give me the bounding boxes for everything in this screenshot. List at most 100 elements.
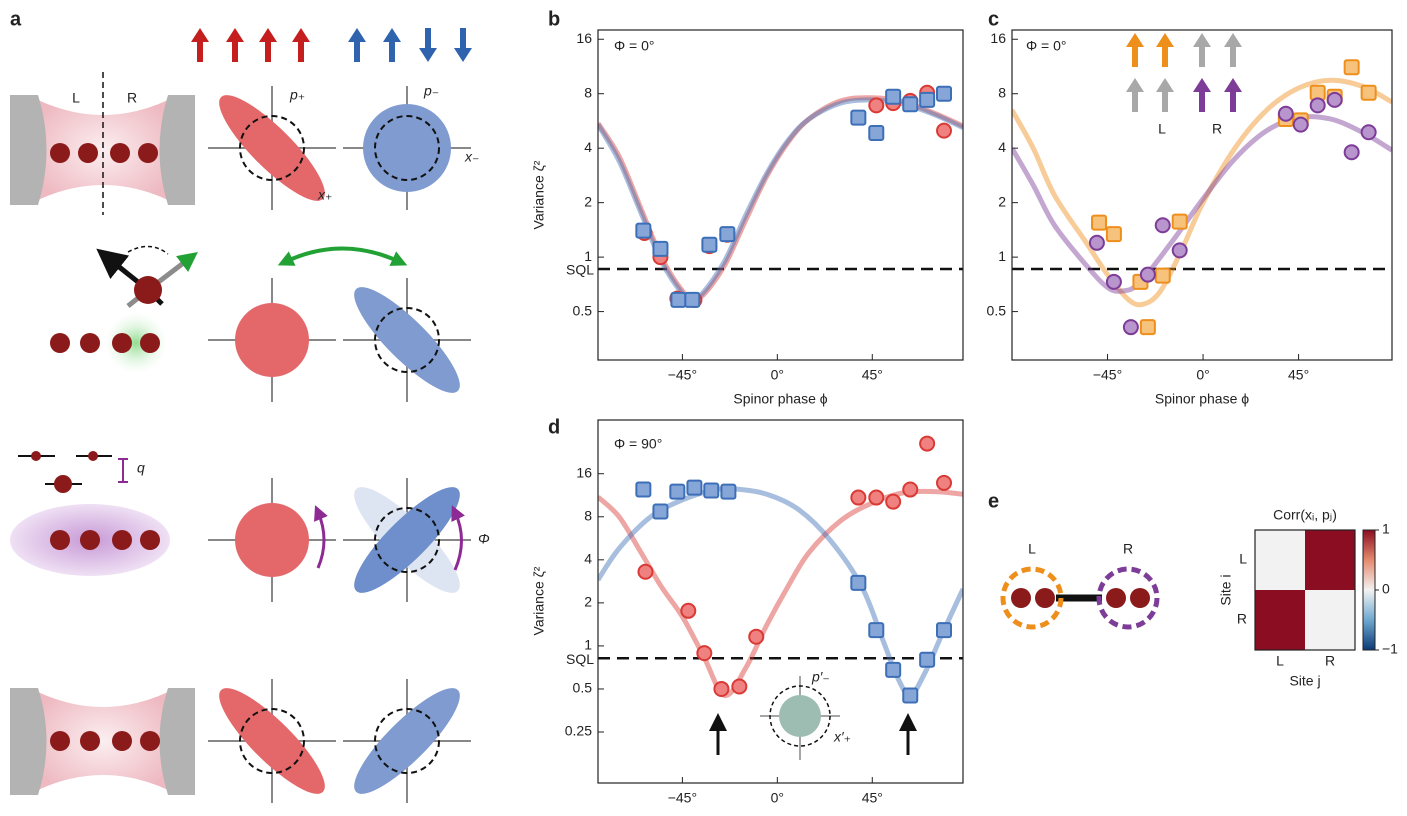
arrow-up xyxy=(292,28,310,62)
y-tick-label: 2 xyxy=(584,594,592,610)
axis-label: p₋ xyxy=(423,83,439,99)
y-axis-label: Site i xyxy=(1218,574,1234,605)
point xyxy=(1156,269,1170,283)
atom xyxy=(78,143,98,163)
arrow-up xyxy=(383,28,401,62)
arrow-up xyxy=(1156,33,1174,67)
legend-label: R xyxy=(1212,121,1222,137)
point xyxy=(1173,215,1187,229)
state xyxy=(235,503,309,577)
point xyxy=(714,682,728,696)
state xyxy=(779,695,821,737)
panel-e-diagram: L R xyxy=(1003,541,1157,627)
chart-title: Corr(xᵢ, pⱼ) xyxy=(1273,507,1337,523)
axis-label: x₊ xyxy=(317,187,332,203)
point xyxy=(851,576,865,590)
arrow-down xyxy=(419,28,437,62)
point xyxy=(685,293,699,307)
point xyxy=(1141,268,1155,282)
fit-curve xyxy=(598,489,963,696)
axis-label: p′₋ xyxy=(811,669,830,685)
point xyxy=(937,476,951,490)
point xyxy=(903,97,917,111)
point xyxy=(636,483,650,497)
y-tick-label: 8 xyxy=(998,84,1006,100)
panel-label: a xyxy=(10,8,22,30)
point xyxy=(1156,218,1170,232)
reference-label: SQL xyxy=(566,262,594,278)
arrow-up xyxy=(226,28,244,62)
colorbar-tick-label: −1 xyxy=(1382,641,1398,657)
y-tick-label: 0.5 xyxy=(573,302,593,318)
y-tick-label: 2 xyxy=(998,193,1006,209)
point xyxy=(1141,320,1155,334)
point xyxy=(1092,216,1106,230)
y-tick-label: 16 xyxy=(990,30,1006,46)
precession xyxy=(128,246,168,254)
panel-a: a L R p₊ x₊ p₋ x₋ q xyxy=(10,8,490,806)
atom xyxy=(134,276,162,304)
panel-label: c xyxy=(988,8,999,30)
point xyxy=(1279,107,1293,121)
site-label: R xyxy=(127,90,137,106)
fit-curve xyxy=(1012,117,1392,292)
x-tick-label: L xyxy=(1276,653,1284,669)
arrow-down xyxy=(454,28,472,62)
point xyxy=(732,680,746,694)
point xyxy=(638,565,652,579)
annotation: Φ = 0° xyxy=(1026,38,1067,54)
point xyxy=(1345,145,1359,159)
panel-label: d xyxy=(548,416,560,438)
point xyxy=(1328,93,1342,107)
phi-label: Φ xyxy=(478,531,490,547)
y-tick-label: 8 xyxy=(584,84,592,100)
y-tick-label: 8 xyxy=(584,507,592,523)
fit-curve xyxy=(1012,80,1392,305)
x-tick-label: 45° xyxy=(862,367,883,383)
point xyxy=(670,485,684,499)
x-tick-label: R xyxy=(1325,653,1335,669)
point xyxy=(687,481,701,495)
arrow-up xyxy=(1224,33,1242,67)
site-label: L xyxy=(1028,541,1036,557)
colorbar xyxy=(1363,530,1375,650)
point xyxy=(886,663,900,677)
point xyxy=(671,293,685,307)
y-tick-label: 16 xyxy=(576,464,592,480)
x-axis-label: Site j xyxy=(1289,673,1320,689)
point xyxy=(920,437,934,451)
point xyxy=(851,111,865,125)
panel-label: e xyxy=(988,490,999,512)
site-label: R xyxy=(1123,541,1133,557)
colorbar-tick-label: 1 xyxy=(1382,521,1390,537)
reference-label: SQL xyxy=(566,651,594,667)
state xyxy=(235,303,309,377)
point xyxy=(1345,60,1359,74)
point xyxy=(851,491,865,505)
x-tick-label: 0° xyxy=(771,367,784,383)
point xyxy=(681,604,695,618)
atoms xyxy=(31,451,98,493)
point xyxy=(1362,125,1376,139)
point xyxy=(1311,98,1325,112)
y-tick-label: 4 xyxy=(998,139,1006,155)
point xyxy=(749,630,763,644)
x-tick-label: −45° xyxy=(668,790,697,806)
exchange-arrow xyxy=(285,249,400,263)
x-tick-label: −45° xyxy=(668,367,697,383)
point xyxy=(886,90,900,104)
plot-frame xyxy=(598,30,963,360)
annotation: Φ = 90° xyxy=(614,436,662,452)
point xyxy=(920,653,934,667)
point xyxy=(704,484,718,498)
mirror xyxy=(10,688,47,795)
point xyxy=(1362,86,1376,100)
point xyxy=(937,124,951,138)
point xyxy=(903,689,917,703)
x-tick-label: 45° xyxy=(1288,367,1309,383)
arrow-up xyxy=(1126,33,1144,67)
point xyxy=(937,87,951,101)
point xyxy=(702,238,716,252)
axis-label: x′₊ xyxy=(833,729,851,745)
figure: a L R p₊ x₊ p₋ x₋ q xyxy=(0,0,1407,816)
